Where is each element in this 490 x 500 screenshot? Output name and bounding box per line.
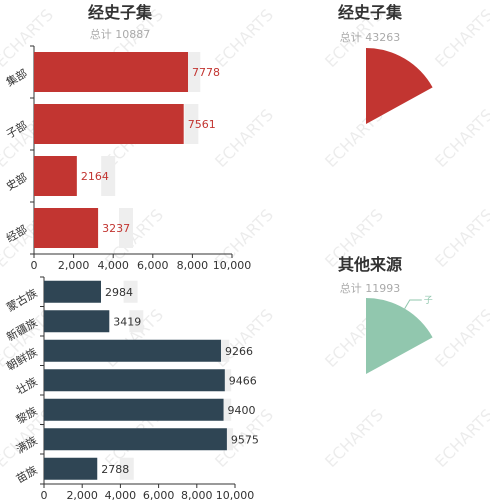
bar-value-label: 9400 <box>228 404 256 417</box>
x-tick-label: 2,000 <box>58 259 90 272</box>
y-category-label: 蒙古族 <box>4 286 40 315</box>
y-category-label: 壮族 <box>13 374 39 397</box>
bar[interactable] <box>34 52 189 92</box>
x-tick-label: 8,000 <box>177 259 209 272</box>
bar-shadow <box>129 310 144 333</box>
bar[interactable] <box>44 280 101 303</box>
watermark-text: ECHARTS <box>431 105 490 171</box>
pie-chart-other-sources: 子 <box>366 295 433 374</box>
bar-shadow <box>119 457 134 480</box>
bar[interactable] <box>34 208 99 248</box>
bar[interactable] <box>44 339 221 362</box>
bar-shadow <box>119 208 133 248</box>
pie-chart-classics <box>366 48 433 124</box>
bar-value-label: 9466 <box>229 374 257 387</box>
bar[interactable] <box>44 428 227 451</box>
watermark-text: ECHARTS <box>211 105 277 171</box>
bar-value-label: 9266 <box>225 345 253 358</box>
bar-value-label: 7561 <box>188 118 216 131</box>
bar-value-label: 9575 <box>231 433 259 446</box>
bar-shadow <box>184 104 199 144</box>
watermark-text: ECHARTS <box>211 5 277 71</box>
bar[interactable] <box>44 310 110 333</box>
pie-slice-label: 子 <box>424 295 433 306</box>
watermark-text: ECHARTS <box>321 405 387 471</box>
pie2-subtitle: 总计 11993 <box>340 281 401 295</box>
bar-shadow <box>186 52 201 92</box>
bar[interactable] <box>34 104 184 144</box>
y-category-label: 集部 <box>3 66 29 89</box>
x-tick-label: 8,000 <box>181 489 213 500</box>
x-tick-label: 10,000 <box>216 489 255 500</box>
watermark-text: ECHARTS <box>431 405 490 471</box>
x-tick-label: 10,000 <box>213 259 252 272</box>
bar-value-label: 3419 <box>113 315 141 328</box>
bar-value-label: 7778 <box>192 66 220 79</box>
bar1-title: 经史子集 <box>88 3 153 22</box>
y-category-label: 史部 <box>3 170 29 193</box>
x-tick-label: 6,000 <box>143 489 175 500</box>
bar-shadow <box>101 156 116 196</box>
bar-chart-ethnic: 0 2,000 4,000 6,000 8,000 10,0002984蒙古族3419新疆… <box>4 276 259 500</box>
bar[interactable] <box>44 369 225 392</box>
bar1-subtitle: 总计 10887 <box>90 27 151 41</box>
bar-value-label: 2984 <box>105 286 133 299</box>
x-tick-label: 4,000 <box>105 489 137 500</box>
pie2-title: 其他来源 <box>338 255 402 274</box>
x-tick-label: 6,000 <box>137 259 169 272</box>
bar[interactable] <box>44 398 224 421</box>
bar-shadow <box>123 280 138 303</box>
x-tick-label: 0 <box>41 489 48 500</box>
bar-value-label: 3237 <box>102 222 130 235</box>
pie1-subtitle: 总计 43263 <box>340 30 401 44</box>
watermark-text: ECHARTS <box>431 5 490 71</box>
bar[interactable] <box>34 156 77 196</box>
bar-value-label: 2788 <box>101 463 129 476</box>
x-tick-label: 2,000 <box>66 489 98 500</box>
x-tick-label: 0 <box>31 259 38 272</box>
pie1-title: 经史子集 <box>338 3 403 22</box>
bar-value-label: 2164 <box>81 170 109 183</box>
x-tick-label: 4,000 <box>97 259 129 272</box>
watermark-text: ECHARTS <box>431 305 490 371</box>
pie-slice[interactable] <box>366 48 433 124</box>
pie-leader-line <box>404 299 422 309</box>
pie-slice[interactable] <box>366 298 433 374</box>
y-category-label: 苗族 <box>13 463 39 486</box>
bar[interactable] <box>44 457 98 480</box>
watermark-text: ECHARTS <box>431 205 490 271</box>
bar-chart-classics: 0 2,000 4,000 6,000 8,000 10,0007778集部7561子部2… <box>3 45 252 272</box>
